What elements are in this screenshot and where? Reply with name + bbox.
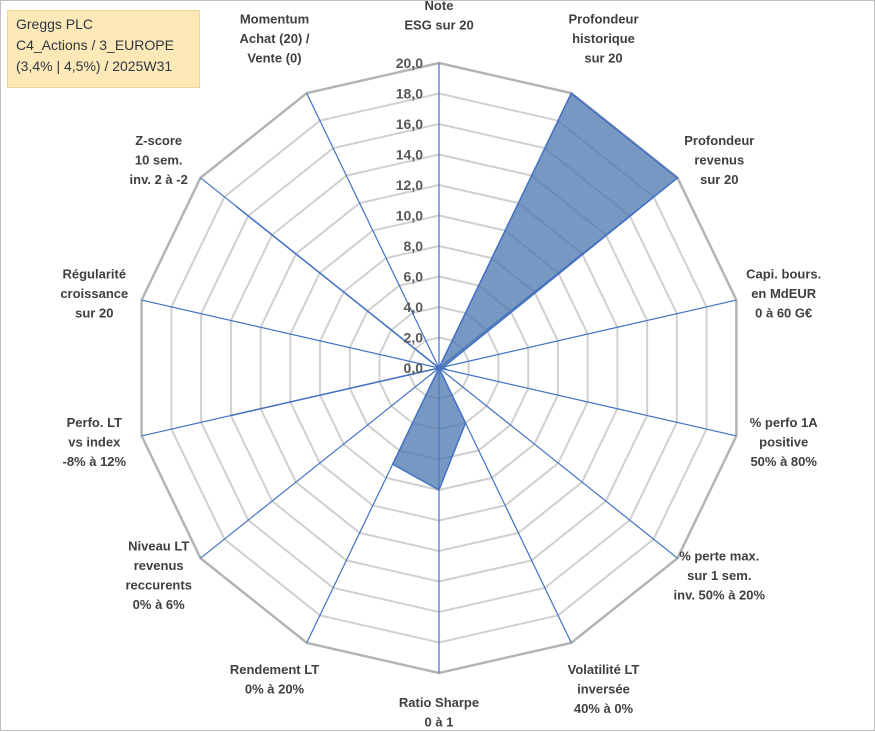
axis-label: Momentum Achat (20) / Vente (0) — [239, 12, 309, 66]
tick-label: 16,0 — [396, 116, 423, 132]
tick-label: 12,0 — [396, 177, 423, 193]
axis-label: Régularité croissance sur 20 — [60, 267, 128, 321]
tick-label: 20,0 — [396, 55, 423, 71]
axis-label: Note ESG sur 20 — [404, 1, 473, 33]
axis-spoke — [438, 367, 678, 559]
axis-label: % perte max. sur 1 sem. inv. 50% à 20% — [674, 548, 766, 602]
tick-label: 6,0 — [404, 269, 424, 285]
axis-spoke — [141, 299, 440, 369]
axis-label: Perfo. LT vs index -8% à 12% — [63, 415, 127, 469]
axis-spoke — [438, 299, 737, 369]
axis-label: Rendement LT 0% à 20% — [230, 662, 319, 697]
axis-label: Ratio Sharpe 0 à 1 — [399, 695, 479, 730]
axis-label: Capi. bours. en MdEUR 0 à 60 G€ — [746, 267, 821, 321]
stats-period: (3,4% | 4,5%) / 2025W31 — [16, 58, 173, 74]
series-polygon — [230, 92, 679, 491]
info-box: Greggs PLC C4_Actions / 3_EUROPE (3,4% |… — [7, 10, 200, 88]
axis-spoke — [306, 92, 440, 369]
tick-label: 0,0 — [404, 360, 424, 376]
series-area — [230, 92, 679, 491]
axis-label: Niveau LT revenus reccurents 0% à 6% — [125, 539, 191, 613]
axis-label: Profondeur historique sur 20 — [568, 12, 638, 66]
tick-label: 4,0 — [404, 299, 424, 315]
company-name: Greggs PLC — [16, 16, 94, 32]
axis-label: Z-score 10 sem. inv. 2 à -2 — [130, 133, 188, 187]
tick-label: 18,0 — [396, 86, 423, 102]
axis-spoke — [200, 367, 440, 559]
axis-label: Volatilité LT inversée 40% à 0% — [568, 662, 640, 716]
axis-label: Profondeur revenus sur 20 — [684, 133, 754, 187]
radial-tick-labels: 0,0 2,0 4,0 6,0 8,0 10,0 12,0 14,0 16,0 18,0 20,0 — [396, 55, 423, 376]
tick-label: 2,0 — [404, 330, 424, 346]
axis-labels: Note ESG sur 20 Profondeur historique sur 20… — [60, 1, 821, 730]
axis-label: % perfo 1A positive 50% à 80% — [750, 415, 819, 469]
tick-label: 10,0 — [396, 208, 423, 224]
tick-label: 8,0 — [404, 238, 424, 254]
axis-spoke — [438, 367, 737, 437]
tick-label: 14,0 — [396, 147, 423, 163]
portfolio-category: C4_Actions / 3_EUROPE — [16, 37, 174, 53]
